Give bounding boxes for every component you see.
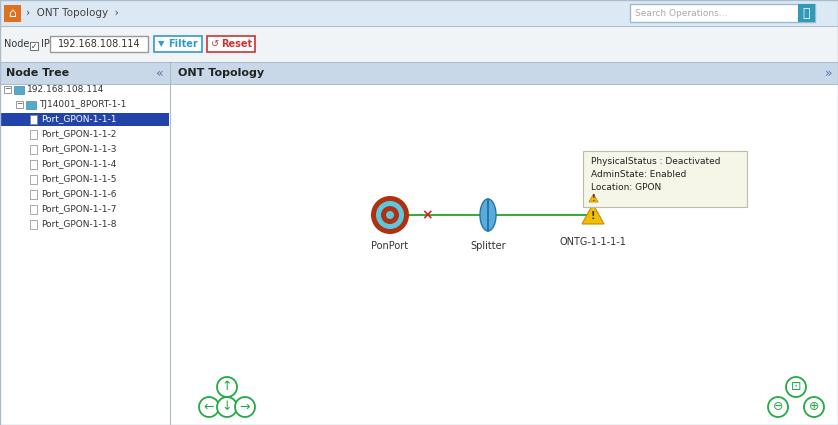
FancyBboxPatch shape (0, 0, 838, 26)
Text: PhysicalStatus : Deactivated: PhysicalStatus : Deactivated (591, 156, 721, 165)
Text: ⊡: ⊡ (791, 380, 801, 394)
Text: Port_GPON-1-1-6: Port_GPON-1-1-6 (41, 190, 116, 198)
Circle shape (217, 397, 237, 417)
Text: 192.168.108.114: 192.168.108.114 (58, 39, 140, 49)
FancyBboxPatch shape (798, 4, 815, 22)
Circle shape (768, 397, 788, 417)
Text: ✓: ✓ (31, 42, 37, 51)
Text: ×: × (422, 208, 432, 222)
Circle shape (381, 206, 399, 224)
FancyBboxPatch shape (207, 36, 255, 52)
Text: ↑: ↑ (222, 380, 232, 394)
Text: Port_GPON-1-1-3: Port_GPON-1-1-3 (41, 144, 116, 153)
FancyBboxPatch shape (50, 36, 148, 52)
Text: ⌂: ⌂ (8, 7, 17, 20)
Text: ⊖: ⊖ (773, 400, 784, 414)
Text: Node Tree: Node Tree (6, 68, 69, 78)
Text: Node:: Node: (4, 39, 33, 49)
FancyBboxPatch shape (14, 86, 24, 94)
Circle shape (371, 196, 409, 234)
Text: ←: ← (204, 400, 215, 414)
Text: −: − (16, 99, 23, 108)
Text: !: ! (592, 194, 595, 203)
FancyBboxPatch shape (0, 62, 170, 84)
FancyBboxPatch shape (30, 175, 37, 184)
FancyBboxPatch shape (30, 42, 38, 50)
Text: !: ! (591, 211, 595, 221)
Text: ↺: ↺ (211, 39, 219, 49)
FancyBboxPatch shape (16, 101, 23, 108)
Text: Splitter: Splitter (470, 241, 506, 251)
Text: Filter: Filter (168, 39, 198, 49)
FancyBboxPatch shape (1, 113, 169, 126)
Text: PonPort: PonPort (371, 241, 409, 251)
Text: Location: GPON: Location: GPON (591, 182, 661, 192)
Text: Reset: Reset (221, 39, 252, 49)
Text: ›  ONT Topology  ›: › ONT Topology › (26, 8, 119, 18)
Text: 192.168.108.114: 192.168.108.114 (27, 85, 105, 94)
FancyBboxPatch shape (30, 190, 37, 199)
FancyBboxPatch shape (0, 26, 838, 62)
Circle shape (235, 397, 255, 417)
FancyBboxPatch shape (30, 160, 37, 169)
FancyBboxPatch shape (4, 86, 11, 93)
Text: ONTG-1-1-1-1: ONTG-1-1-1-1 (560, 237, 627, 247)
FancyBboxPatch shape (154, 36, 202, 52)
Circle shape (786, 377, 806, 397)
Text: ↓: ↓ (222, 400, 232, 414)
Text: ▼: ▼ (158, 40, 164, 48)
Text: ONT Topology: ONT Topology (178, 68, 264, 78)
FancyBboxPatch shape (30, 145, 37, 154)
Text: Port_GPON-1-1-7: Port_GPON-1-1-7 (41, 204, 116, 213)
Polygon shape (582, 204, 604, 224)
Circle shape (199, 397, 219, 417)
Polygon shape (480, 199, 496, 231)
Text: ⊕: ⊕ (809, 400, 820, 414)
Polygon shape (589, 194, 598, 202)
FancyBboxPatch shape (30, 115, 37, 124)
Text: AdminState: Enabled: AdminState: Enabled (591, 170, 686, 178)
FancyBboxPatch shape (583, 151, 747, 207)
FancyBboxPatch shape (630, 4, 815, 22)
Circle shape (217, 377, 237, 397)
Text: Port_GPON-1-1-8: Port_GPON-1-1-8 (41, 219, 116, 229)
FancyBboxPatch shape (30, 130, 37, 139)
FancyBboxPatch shape (30, 220, 37, 229)
Text: Port_GPON-1-1-2: Port_GPON-1-1-2 (41, 130, 116, 139)
FancyBboxPatch shape (171, 84, 838, 425)
FancyBboxPatch shape (171, 62, 838, 84)
Text: →: → (240, 400, 251, 414)
Text: «: « (157, 66, 164, 79)
Text: ⌕: ⌕ (802, 6, 810, 20)
Text: −: − (4, 85, 11, 94)
Text: TJ14001_8PORT-1-1: TJ14001_8PORT-1-1 (39, 99, 127, 108)
Text: Port_GPON-1-1-4: Port_GPON-1-1-4 (41, 159, 116, 168)
Circle shape (804, 397, 824, 417)
Text: Port_GPON-1-1-1: Port_GPON-1-1-1 (41, 114, 116, 124)
Circle shape (376, 201, 404, 229)
FancyBboxPatch shape (4, 5, 21, 22)
Text: Search Operations...: Search Operations... (635, 8, 727, 17)
Text: IP: IP (41, 39, 50, 49)
FancyBboxPatch shape (26, 101, 36, 109)
Circle shape (386, 211, 394, 219)
Text: »: » (825, 66, 832, 79)
Text: Port_GPON-1-1-5: Port_GPON-1-1-5 (41, 175, 116, 184)
FancyBboxPatch shape (30, 205, 37, 214)
